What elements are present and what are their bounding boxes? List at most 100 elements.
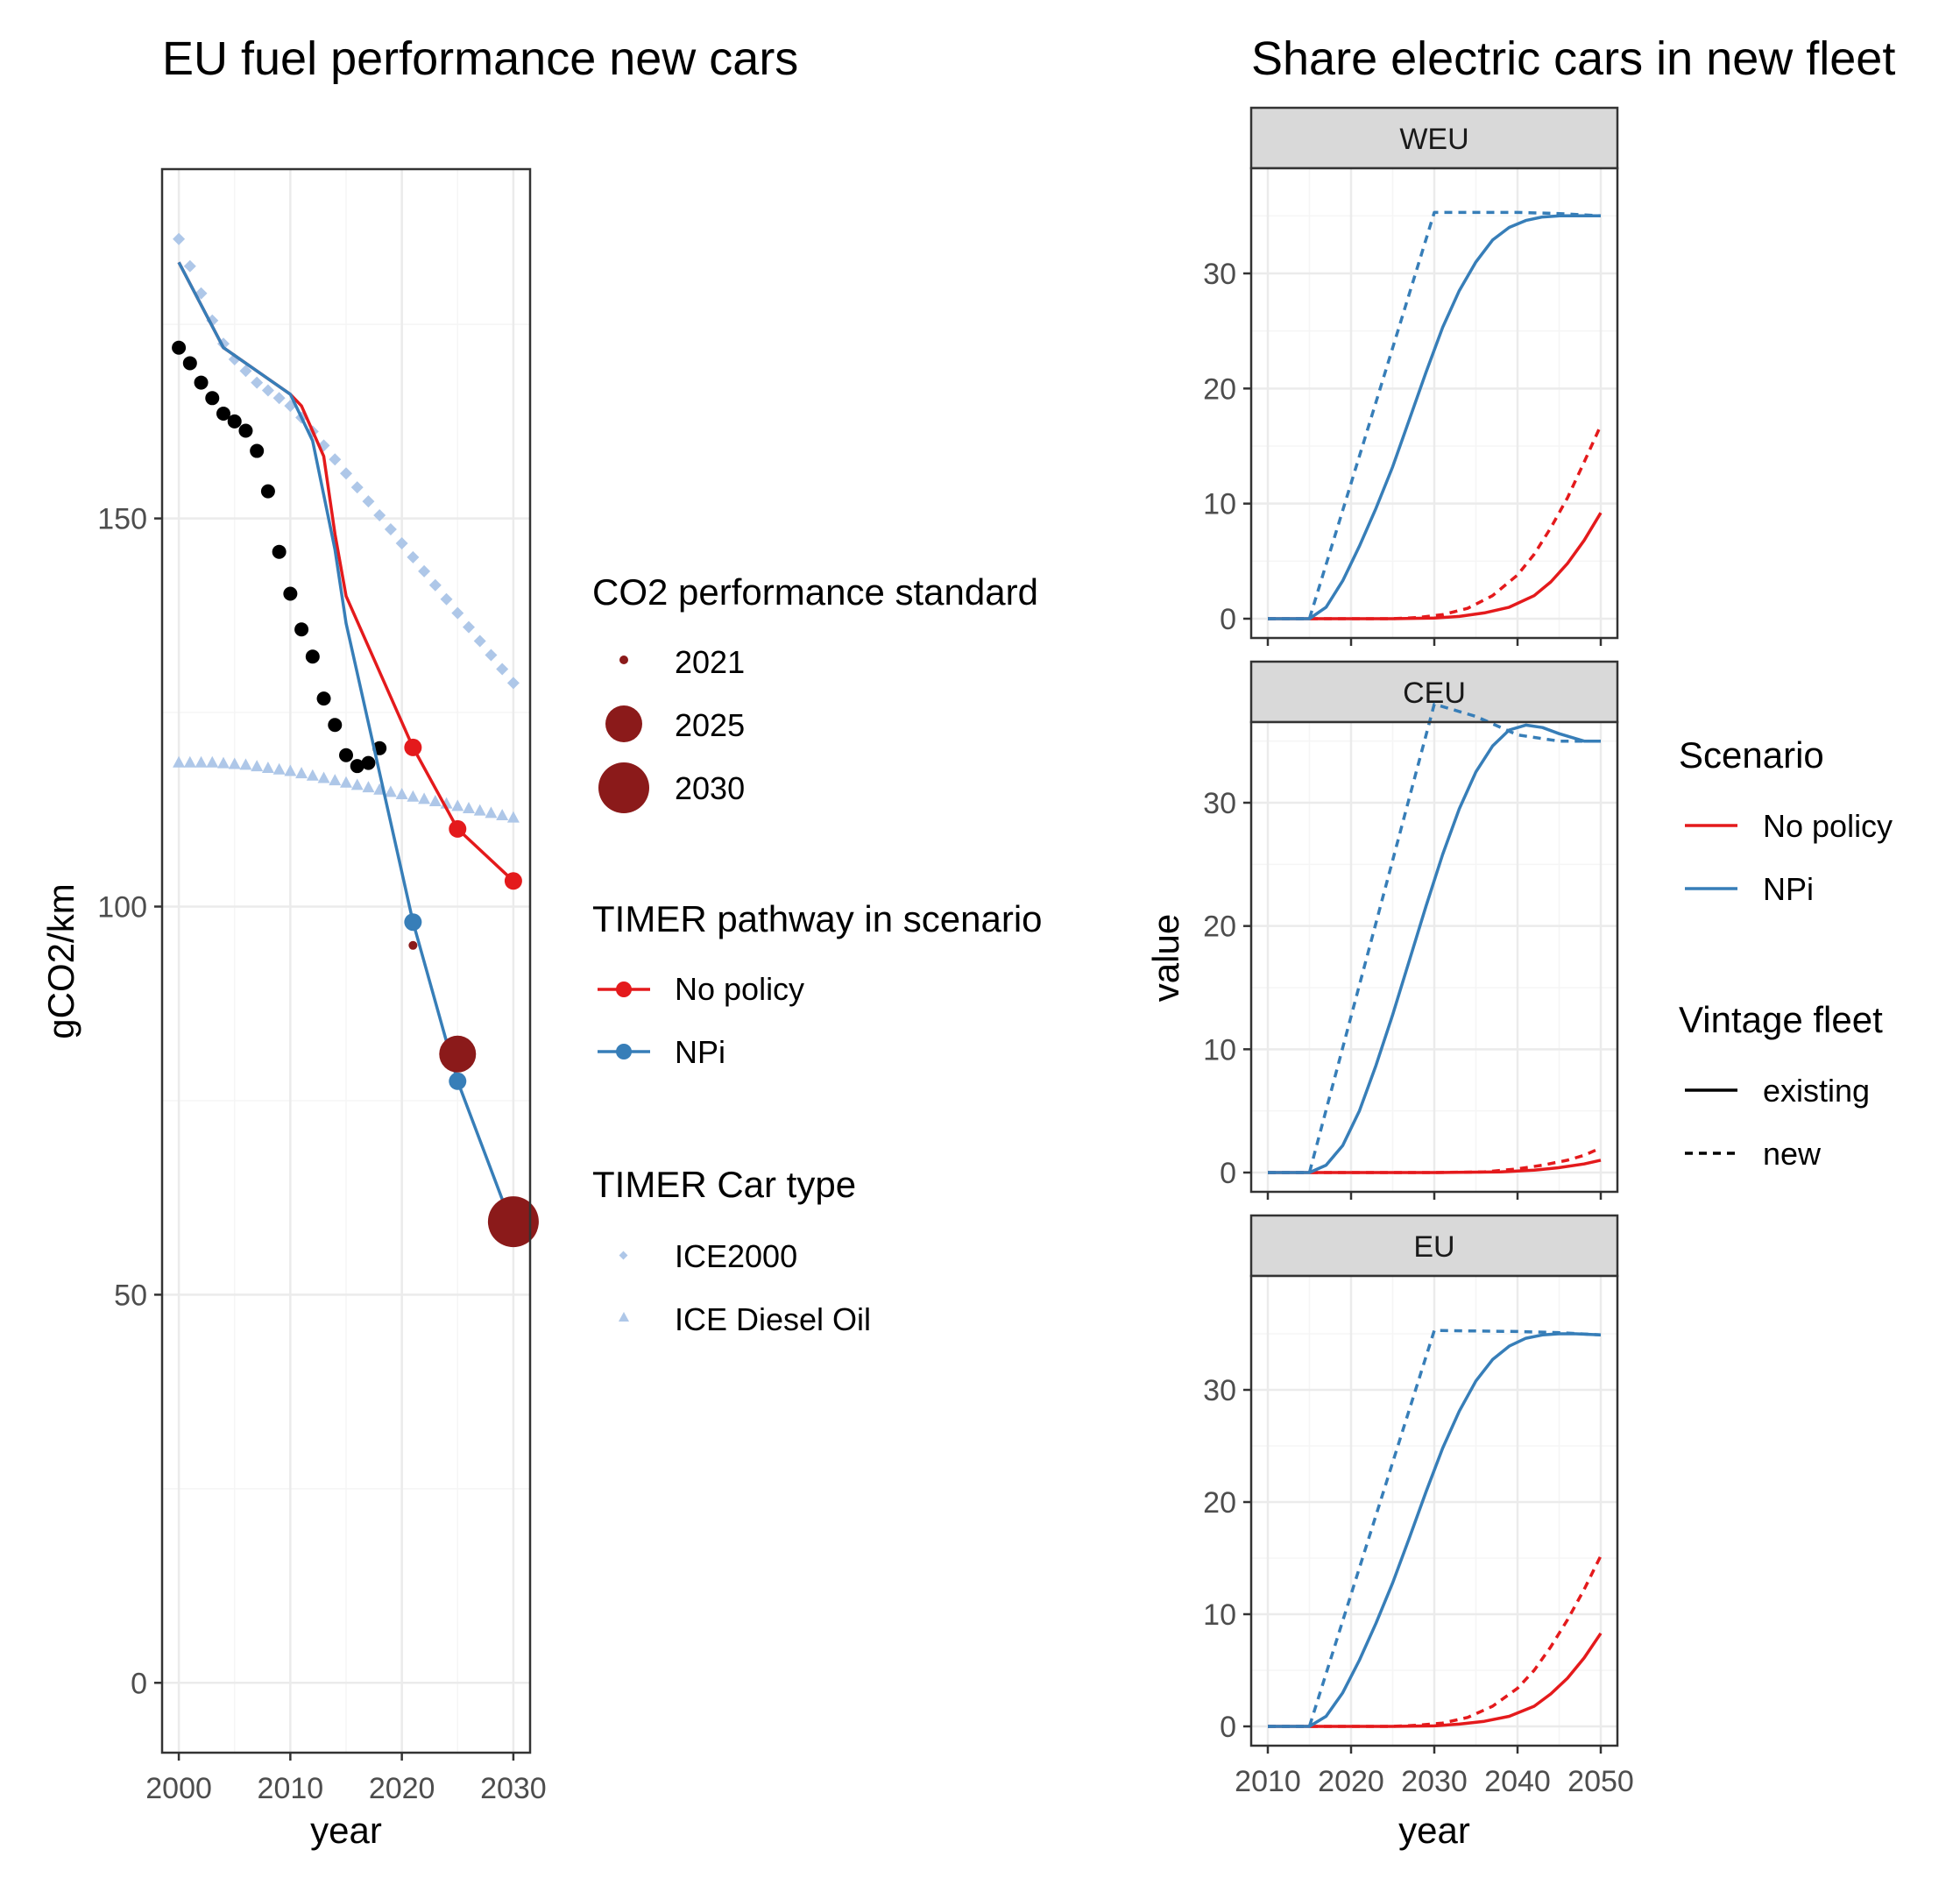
legend-standard-2021-label: 2021: [675, 644, 745, 680]
legend-scenario-npi-label: NPi: [1763, 871, 1814, 907]
facet-strip-eu: [1249, 1214, 1619, 1278]
ice-diesel-point: [407, 790, 420, 802]
historic-point: [283, 586, 298, 601]
legend-pathway-no-policy-dot: [616, 982, 632, 997]
y-tick-label: 100: [97, 890, 147, 924]
ice-diesel-point: [251, 760, 264, 772]
ice2000-point: [183, 259, 196, 273]
ice2000-point: [384, 523, 397, 536]
ice-diesel-point: [473, 804, 486, 816]
ice-diesel-point: [228, 757, 241, 769]
ice-diesel-point: [362, 781, 375, 793]
facet-ceu-y-tick-label: 10: [1203, 1033, 1236, 1067]
historic-point: [305, 649, 320, 664]
facet-weu-npi-new-line: [1268, 210, 1602, 620]
ice2000-point: [485, 648, 498, 662]
facet-eu-y-tick-label: 30: [1203, 1374, 1236, 1407]
left-x-axis-title: year: [310, 1810, 382, 1851]
ice-diesel-point: [384, 785, 397, 797]
ice-diesel-point: [317, 771, 330, 783]
ice2000-point: [496, 663, 509, 676]
facet-weu-y-tick-label: 20: [1203, 372, 1236, 406]
ice2000-point: [428, 578, 442, 592]
historic-point: [172, 340, 187, 355]
historic-point: [182, 356, 197, 371]
ice-diesel-point: [195, 755, 208, 768]
facet-strip-eu-label: EU: [1413, 1230, 1454, 1264]
x-tick-label: 2030: [1401, 1765, 1468, 1798]
historic-point: [339, 748, 353, 762]
historic-point: [328, 718, 343, 733]
right-y-axis-title: value: [1145, 914, 1186, 1002]
npi-point: [404, 913, 422, 932]
x-tick-label: 2010: [258, 1772, 324, 1805]
x-tick-label: 2000: [145, 1772, 212, 1805]
x-tick-label: 2030: [480, 1772, 547, 1805]
historic-point: [294, 622, 309, 637]
facet-eu-y-tick-label: 0: [1220, 1711, 1236, 1744]
ice-diesel-point: [496, 808, 509, 820]
facet-ceu-y-tick-label: 20: [1203, 911, 1236, 944]
legend-timer-pathway: TIMER pathway in scenario No policy NPi: [592, 898, 1043, 1070]
legend-vintage-existing-label: existing: [1763, 1073, 1870, 1109]
legend-vintage-fleet: Vintage fleet existing new: [1679, 999, 1883, 1172]
co2-standard-2021-point: [408, 940, 418, 950]
npi-point: [449, 1072, 467, 1090]
ice2000-point: [451, 606, 464, 620]
facet-eu-npi-new-line: [1268, 1329, 1602, 1728]
ice-diesel-point: [350, 778, 364, 790]
ice-diesel-point: [295, 767, 308, 779]
historic-point: [216, 407, 230, 422]
ice-diesel-point: [463, 802, 475, 814]
ice2000-point: [317, 439, 330, 452]
facet-weu-y-tick-label: 30: [1203, 258, 1236, 291]
ice-diesel-point: [206, 755, 219, 768]
ice-diesel-point: [284, 764, 297, 776]
historic-point: [194, 375, 209, 390]
ice2000-point: [340, 467, 352, 480]
facet-eu-y-tick-label: 10: [1203, 1598, 1236, 1632]
legend-standard-2030-label: 2030: [675, 770, 745, 806]
ice-diesel-point: [418, 792, 431, 804]
legend-car-type-title: TIMER Car type: [592, 1164, 856, 1205]
ice2000-point: [418, 564, 431, 578]
ice-diesel-point: [329, 774, 342, 786]
legend-co2-standard: CO2 performance standard 2021 2025 2030: [592, 571, 1038, 813]
historic-point: [260, 484, 275, 499]
legend-pathway-no-policy-label: No policy: [675, 971, 804, 1007]
ice2000-point: [350, 481, 364, 494]
ice-diesel-point: [506, 811, 520, 823]
ice2000-point: [506, 677, 520, 690]
ice2000-point: [272, 392, 286, 405]
facet-weu-no-policy-existing-line: [1268, 512, 1603, 620]
x-tick-label: 2040: [1484, 1765, 1551, 1798]
ice2000-point: [173, 232, 186, 245]
legend-pathway-npi-label: NPi: [675, 1034, 725, 1070]
ice2000-point: [373, 509, 386, 522]
no-policy-point: [449, 819, 467, 838]
historic-point: [238, 423, 253, 438]
ice-diesel-point: [451, 799, 464, 811]
left-plot-border: [160, 167, 532, 1754]
legend-ice2000-label: ICE2000: [675, 1238, 797, 1274]
y-tick-label: 150: [97, 503, 147, 536]
ice2000-point: [463, 620, 475, 634]
left-plot: 2000 2010 2020 2030 0 50 100 150: [97, 167, 547, 1805]
left-chart-title: EU fuel performance new cars: [162, 32, 798, 85]
co2-standard-2025-point: [439, 1035, 477, 1073]
historic-point: [272, 544, 287, 559]
historic-point: [227, 414, 242, 429]
facet-ceu-no-policy-new-line: [1268, 1146, 1602, 1174]
legend-scenario: Scenario No policy NPi: [1679, 734, 1893, 907]
x-tick-label: 2020: [1318, 1765, 1384, 1798]
x-tick-label: 2050: [1567, 1765, 1634, 1798]
ice-diesel-point: [485, 806, 498, 819]
ice2000-point: [251, 376, 264, 389]
ice2000-point: [362, 495, 375, 508]
right-chart-title: Share electric cars in new fleet: [1251, 32, 1895, 85]
historic-point: [316, 691, 331, 706]
facet-weu-y-tick-label: 10: [1203, 488, 1236, 521]
